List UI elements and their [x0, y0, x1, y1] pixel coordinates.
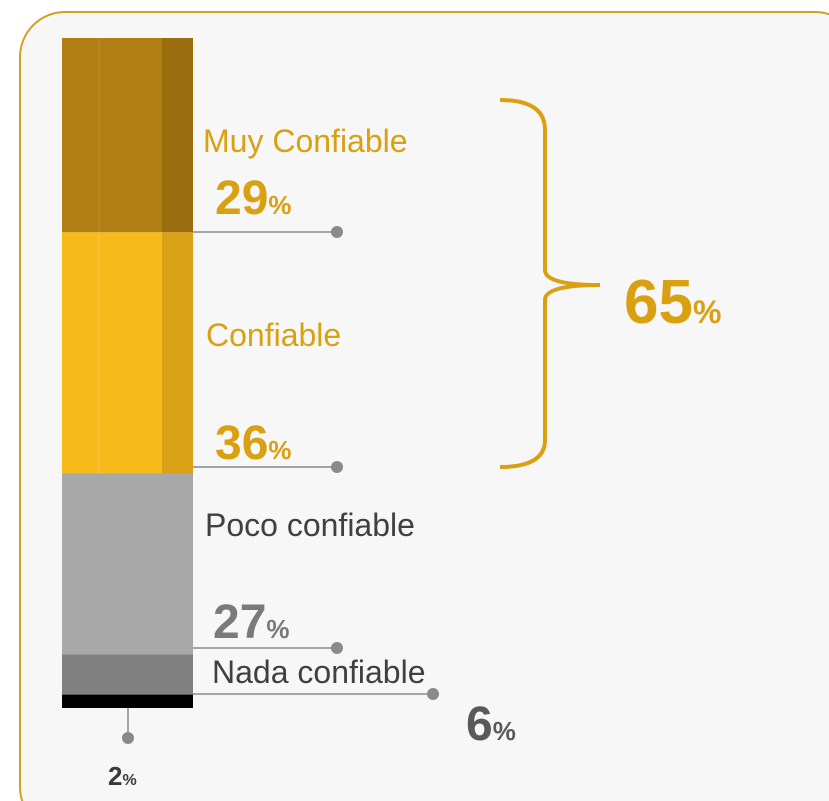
segment-name: Muy Confiable: [203, 123, 408, 159]
bar-segment: [62, 694, 193, 708]
leader-dot: [331, 461, 343, 473]
shade: [97, 38, 101, 233]
shade: [162, 232, 193, 474]
leader-dot: [331, 226, 343, 238]
bracket: [499, 98, 601, 469]
bar-segment: [62, 232, 193, 474]
bar-segment: [62, 654, 193, 695]
bar-segment: [62, 473, 193, 655]
segment-name: Nada confiable: [212, 654, 425, 690]
bar-segment: [62, 38, 193, 233]
value-label: 27%: [213, 596, 290, 649]
value-label: 2%: [108, 761, 137, 791]
value-label: 6%: [466, 698, 516, 751]
value-label: 29%: [215, 172, 292, 225]
card: [19, 11, 829, 801]
leader-dot: [122, 732, 134, 744]
value-label: 65%: [624, 268, 721, 337]
leader-dot: [427, 688, 439, 700]
leader-dot: [331, 642, 343, 654]
value-label: 36%: [215, 417, 292, 470]
shade: [97, 232, 101, 474]
shade: [162, 38, 193, 233]
segment-name: Confiable: [206, 317, 341, 353]
segment-name: Poco confiable: [205, 507, 415, 543]
